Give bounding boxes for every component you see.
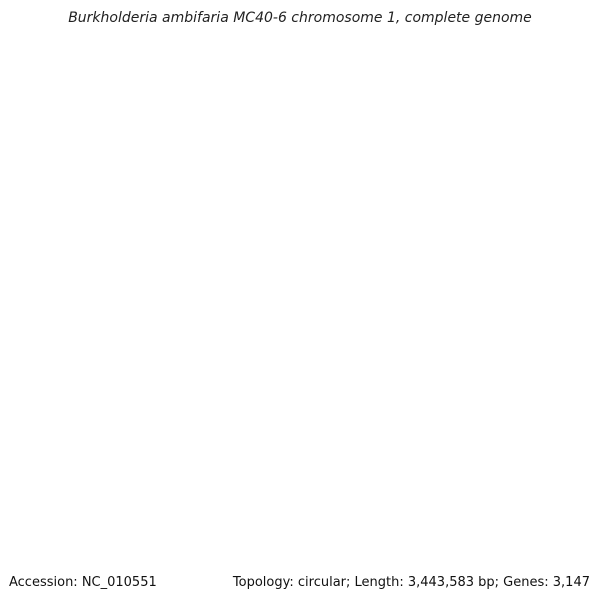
map-title: Burkholderia ambifaria MC40-6 chromosome… [68, 10, 532, 26]
genome-summary-text: Topology: circular; Length: 3,443,583 bp… [229, 575, 590, 590]
accession-text: Accession: NC_010551 [9, 575, 159, 590]
